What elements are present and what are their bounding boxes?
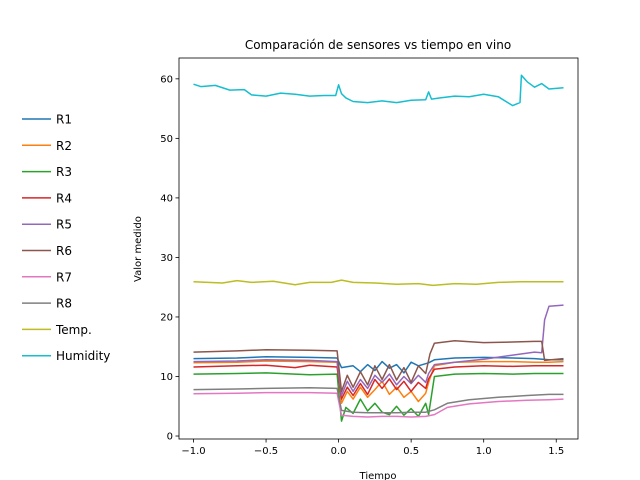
- series-line-1: [193, 356, 564, 374]
- series-line-5: [193, 304, 564, 397]
- legend-item: R7: [22, 270, 72, 284]
- legend-item: Temp.: [22, 323, 92, 337]
- series-line-10: [193, 74, 564, 107]
- series-line-7: [193, 391, 564, 418]
- series-line-4: [193, 364, 564, 400]
- legend-item: R4: [22, 191, 72, 205]
- y-tick-label: 0: [167, 432, 173, 443]
- series-layer: [193, 74, 564, 422]
- legend-label: R2: [56, 139, 72, 153]
- y-tick-label: 60: [160, 74, 173, 85]
- legend-label: R5: [56, 218, 72, 232]
- plot-area: [178, 57, 579, 440]
- legend-label: R6: [56, 244, 72, 258]
- y-tick-label: 10: [160, 372, 173, 383]
- legend-label: R3: [56, 165, 72, 179]
- y-tick-label: 40: [160, 193, 173, 204]
- legend-item: Humidity: [22, 349, 110, 363]
- x-tick-label: 1.5: [548, 446, 564, 457]
- legend-label: R7: [56, 270, 72, 284]
- ticks-layer: −1.0 −0.5 0.0 0.5 1.0 1.5 0 10 20 30 40 50 60: [160, 74, 564, 457]
- legend-item: R5: [22, 218, 72, 232]
- legend-item: R8: [22, 297, 72, 311]
- legend-item: R6: [22, 244, 72, 258]
- x-axis-label: Tiempo: [359, 471, 397, 480]
- legend-item: R3: [22, 165, 72, 179]
- y-tick-label: 50: [160, 134, 173, 145]
- legend-label: R4: [56, 191, 72, 205]
- legend: R1 R2 R3 R4 R5 R6 R7 R8 Temp. Humidity: [22, 113, 110, 363]
- y-axis-label: Valor medido: [133, 216, 144, 282]
- y-tick-label: 20: [160, 312, 173, 323]
- legend-label: R8: [56, 297, 72, 311]
- legend-label: Temp.: [55, 323, 92, 337]
- x-tick-label: −0.5: [254, 446, 278, 457]
- x-tick-label: 0.0: [331, 446, 347, 457]
- legend-item: R2: [22, 139, 72, 153]
- series-line-6: [193, 340, 564, 393]
- x-tick-label: −1.0: [181, 446, 205, 457]
- x-tick-label: 1.0: [476, 446, 492, 457]
- legend-item: R1: [22, 113, 72, 127]
- series-line-9: [193, 279, 564, 287]
- legend-label: R1: [56, 113, 72, 127]
- series-line-8: [193, 387, 564, 414]
- legend-label: Humidity: [56, 349, 110, 363]
- series-line-3: [193, 372, 564, 422]
- chart-title: Comparación de sensores vs tiempo en vin…: [245, 38, 511, 52]
- y-tick-label: 30: [160, 253, 173, 264]
- x-tick-label: 0.5: [403, 446, 419, 457]
